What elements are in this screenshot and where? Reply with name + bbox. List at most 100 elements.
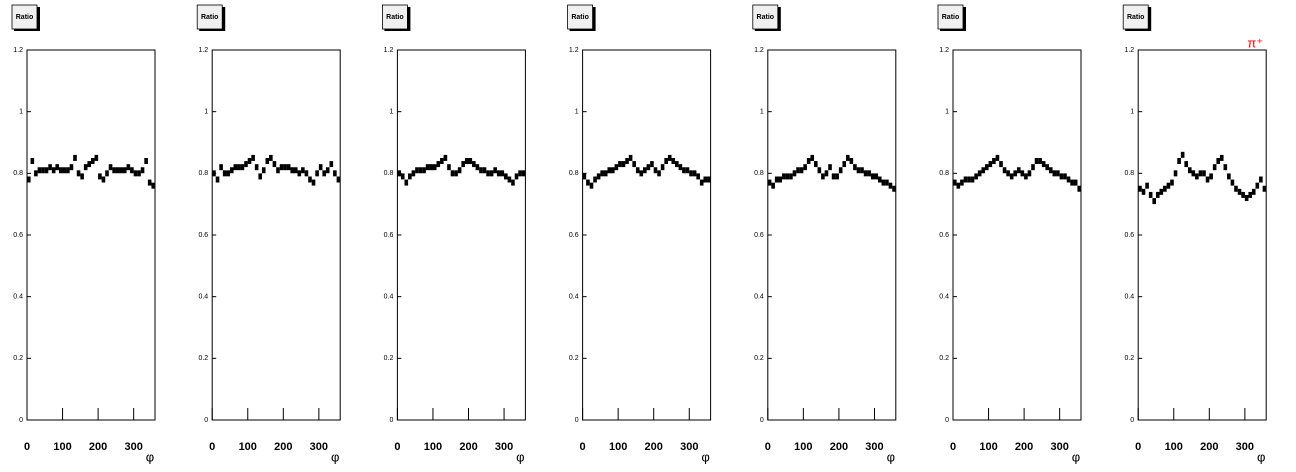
data-point — [90, 158, 95, 164]
data-point — [853, 164, 857, 171]
data-point — [98, 173, 102, 180]
y-tick-label: 0.6 — [384, 232, 394, 239]
data-point — [479, 167, 483, 174]
data-point — [415, 167, 419, 174]
data-point — [767, 179, 772, 186]
y-tick-label: 0.4 — [754, 294, 764, 301]
y-tick-label: 0.8 — [1124, 170, 1134, 177]
y-tick-label: 0.4 — [569, 294, 579, 301]
data-point — [69, 164, 74, 171]
y-tick-label: 0.2 — [13, 355, 23, 362]
data-point — [311, 179, 316, 186]
data-point — [41, 167, 45, 174]
x-tick-label: 0 — [950, 441, 956, 453]
data-point — [639, 170, 644, 177]
chart-title: Ratio — [201, 14, 219, 21]
chart-title: Ratio — [571, 14, 589, 21]
data-point — [1063, 173, 1067, 180]
data-point — [1205, 176, 1210, 183]
data-point — [586, 179, 590, 186]
data-point — [44, 167, 49, 174]
data-point — [1262, 185, 1267, 192]
data-point — [1202, 170, 1206, 177]
data-point — [486, 170, 490, 177]
data-point — [62, 167, 67, 174]
data-point — [144, 158, 148, 164]
data-point — [1152, 198, 1156, 205]
data-point — [58, 167, 63, 174]
data-point — [1223, 164, 1228, 171]
y-tick-label: 1 — [1130, 109, 1134, 116]
y-tick-label: 1.2 — [754, 47, 764, 54]
y-tick-label: 1.2 — [939, 47, 949, 54]
data-point — [140, 167, 145, 174]
data-point — [1013, 170, 1018, 177]
data-point — [215, 176, 220, 183]
data-point — [1248, 191, 1252, 198]
y-tick-label: 0 — [204, 417, 208, 424]
x-axis-label: φ — [1072, 449, 1080, 464]
x-tick-label: 0 — [24, 441, 30, 453]
data-point — [774, 176, 779, 183]
data-point — [411, 170, 416, 177]
data-point — [511, 179, 515, 186]
data-point — [37, 167, 42, 174]
title-box — [381, 4, 408, 30]
title-box — [937, 4, 964, 30]
data-point — [329, 161, 334, 168]
data-point — [276, 167, 280, 174]
data-point — [130, 167, 134, 174]
data-point — [657, 170, 661, 177]
chart-title: Ratio — [16, 14, 34, 21]
data-point — [1073, 179, 1078, 186]
data-point — [603, 170, 608, 177]
data-point — [992, 158, 996, 164]
data-point — [265, 158, 270, 164]
y-tick-label: 1 — [760, 109, 764, 116]
y-tick-label: 0.6 — [1124, 232, 1134, 239]
data-point — [981, 167, 986, 174]
data-point — [247, 158, 252, 164]
y-tick-label: 0.2 — [1124, 355, 1134, 362]
data-point — [496, 170, 501, 177]
x-tick-label: 0 — [209, 441, 215, 453]
data-point — [699, 179, 704, 186]
y-tick-label: 0.6 — [754, 232, 764, 239]
y-tick-label: 0.8 — [384, 170, 394, 177]
plot-frame — [211, 49, 341, 421]
data-point — [504, 173, 508, 180]
data-point — [1141, 188, 1146, 195]
data-point — [1138, 185, 1142, 192]
data-point — [707, 176, 711, 183]
data-point — [34, 170, 38, 177]
data-point — [1209, 173, 1213, 180]
data-point — [432, 164, 437, 171]
data-point — [796, 167, 800, 174]
y-tick-label: 0.8 — [569, 170, 579, 177]
data-point — [283, 164, 287, 171]
data-point — [66, 167, 70, 174]
data-point — [842, 161, 847, 168]
data-point — [336, 176, 341, 183]
data-point — [212, 170, 216, 177]
data-point — [988, 161, 993, 168]
data-point — [290, 167, 294, 174]
data-point — [1145, 182, 1149, 189]
data-point — [475, 164, 480, 171]
data-point — [115, 167, 120, 174]
data-point — [272, 161, 277, 168]
plot-frame — [582, 49, 712, 421]
data-point — [1166, 182, 1171, 189]
data-point — [799, 167, 804, 174]
data-point — [94, 154, 99, 161]
data-point — [810, 154, 815, 161]
data-point — [874, 173, 879, 180]
y-tick-label: 0.6 — [939, 232, 949, 239]
data-point — [892, 185, 896, 192]
data-point — [1002, 167, 1007, 174]
x-tick-label: 100 — [424, 441, 442, 453]
data-point — [1163, 185, 1167, 192]
